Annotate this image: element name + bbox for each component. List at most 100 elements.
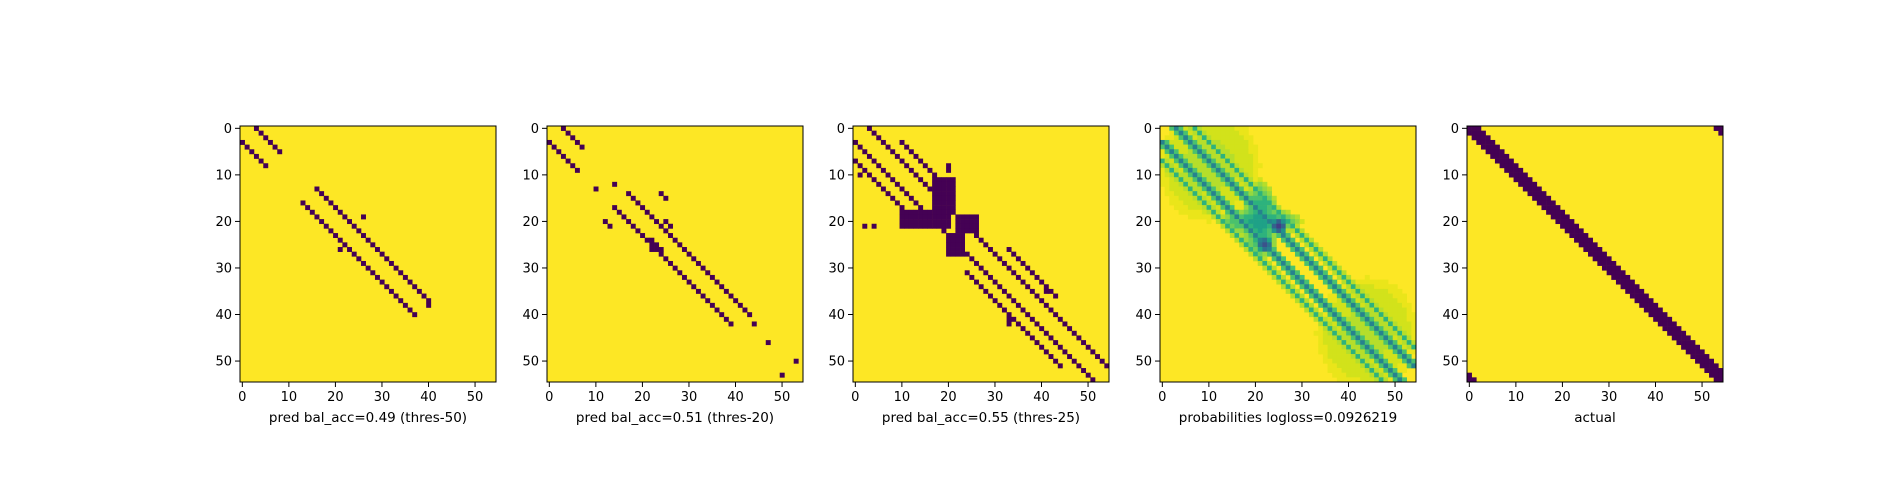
heatmap-cell — [946, 209, 952, 215]
heatmap-cell — [1262, 265, 1268, 271]
heatmap-cell — [950, 177, 956, 183]
heatmap-cell — [1267, 191, 1272, 197]
heatmap-cell — [1192, 149, 1198, 155]
heatmap-cell — [1634, 298, 1640, 304]
heatmap-cell — [1360, 279, 1366, 285]
heatmap-cell — [1281, 233, 1286, 238]
heatmap-cell — [974, 228, 979, 234]
heatmap-cell — [1257, 200, 1263, 206]
heatmap-cell — [374, 247, 380, 252]
heatmap-cell — [932, 219, 938, 225]
heatmap-cell — [1467, 126, 1472, 131]
y-tick-label: 20 — [522, 215, 539, 230]
heatmap-cell — [1402, 363, 1407, 369]
heatmap-cell — [950, 181, 956, 187]
heatmap-cell — [908, 167, 914, 173]
heatmap-cell — [1267, 219, 1272, 225]
y-tick-label: 0 — [224, 122, 232, 137]
heatmap-cell — [1192, 200, 1198, 206]
heatmap-cell — [1364, 279, 1370, 285]
heatmap-cell — [1178, 200, 1184, 206]
heatmap-cell — [1718, 372, 1724, 378]
heatmap-cell — [1053, 293, 1059, 299]
heatmap-cell — [1355, 302, 1361, 308]
x-tick-label: 10 — [588, 390, 605, 405]
heatmap-cell — [1392, 316, 1398, 322]
heatmap-cell — [1215, 191, 1221, 197]
heatmap-cell — [1634, 288, 1640, 294]
heatmap-cell — [1308, 302, 1314, 308]
heatmap-cell — [1220, 172, 1226, 178]
heatmap-cell — [1369, 344, 1375, 350]
heatmap-cell — [1160, 149, 1165, 155]
heatmap-cell — [1164, 144, 1170, 150]
heatmap-cell — [987, 274, 993, 280]
heatmap-cell — [1667, 330, 1673, 336]
heatmap-cell — [1397, 298, 1403, 304]
heatmap-cell — [871, 223, 877, 229]
heatmap-cell — [1671, 321, 1677, 327]
heatmap-cell — [1676, 335, 1682, 341]
heatmap-cell — [1643, 298, 1649, 304]
heatmap-cell — [960, 251, 965, 257]
heatmap-cell — [1206, 181, 1212, 187]
heatmap-cell — [1374, 330, 1380, 336]
heatmap-cell — [941, 205, 947, 211]
heatmap-cell — [570, 163, 576, 169]
heatmap-cell — [1281, 260, 1286, 266]
heatmap-cell — [1211, 126, 1217, 131]
heatmap-cell — [1374, 298, 1380, 304]
heatmap-cell — [1225, 209, 1231, 215]
heatmap-cell — [862, 167, 868, 173]
heatmap-cell — [1713, 126, 1719, 131]
heatmap-cell — [1201, 126, 1207, 131]
heatmap-cell — [1685, 349, 1691, 355]
heatmap-cell — [1239, 200, 1245, 206]
heatmap-cell — [333, 233, 339, 238]
heatmap-cell — [1369, 340, 1375, 346]
heatmap-cell — [1299, 233, 1305, 238]
heatmap-cell — [1360, 344, 1366, 350]
heatmap-cell — [1322, 251, 1328, 257]
heatmap-cell — [1285, 219, 1291, 225]
heatmap-cell — [244, 144, 250, 150]
heatmap-cell — [1197, 205, 1203, 211]
heatmap-cell — [607, 223, 613, 229]
x-tick-label: 30 — [681, 390, 698, 405]
y-tick-label: 40 — [215, 308, 232, 323]
heatmap-cell — [894, 181, 900, 187]
heatmap-cell — [936, 219, 942, 225]
heatmap-cell — [1178, 195, 1184, 201]
heatmap-cell — [1160, 177, 1165, 183]
heatmap-cell — [1336, 316, 1342, 322]
heatmap-cell — [1304, 256, 1310, 262]
heatmap-cell — [1294, 279, 1300, 285]
x-tick-label: 50 — [1387, 390, 1404, 405]
heatmap-cell — [663, 195, 669, 201]
heatmap-cell — [1243, 242, 1249, 248]
y-tick-label: 10 — [215, 168, 232, 183]
heatmap-cell — [668, 223, 673, 229]
heatmap-cell — [1169, 186, 1175, 192]
heatmap-cell — [1374, 358, 1380, 364]
heatmap-cell — [1239, 186, 1245, 192]
heatmap-cell — [1336, 377, 1342, 383]
heatmap-cell — [1341, 354, 1347, 360]
heatmap-cell — [1350, 284, 1356, 290]
heatmap-cell — [658, 247, 664, 252]
heatmap-cell — [913, 172, 919, 178]
heatmap-cell — [1067, 326, 1073, 332]
heatmap-cell — [1350, 330, 1356, 336]
heatmap-cell — [1192, 167, 1198, 173]
heatmap-cell — [1336, 298, 1342, 304]
heatmap-cell — [1039, 298, 1045, 304]
heatmap-cell — [1253, 209, 1259, 215]
heatmap-cell — [1029, 316, 1035, 322]
heatmap-cell — [1485, 135, 1491, 141]
heatmap-cell — [1234, 167, 1240, 173]
heatmap-cell — [1564, 219, 1570, 225]
heatmap-cell — [1541, 200, 1547, 206]
heatmap-cell — [1588, 251, 1593, 257]
heatmap-cell — [658, 223, 664, 229]
heatmap-cell — [1546, 200, 1552, 206]
